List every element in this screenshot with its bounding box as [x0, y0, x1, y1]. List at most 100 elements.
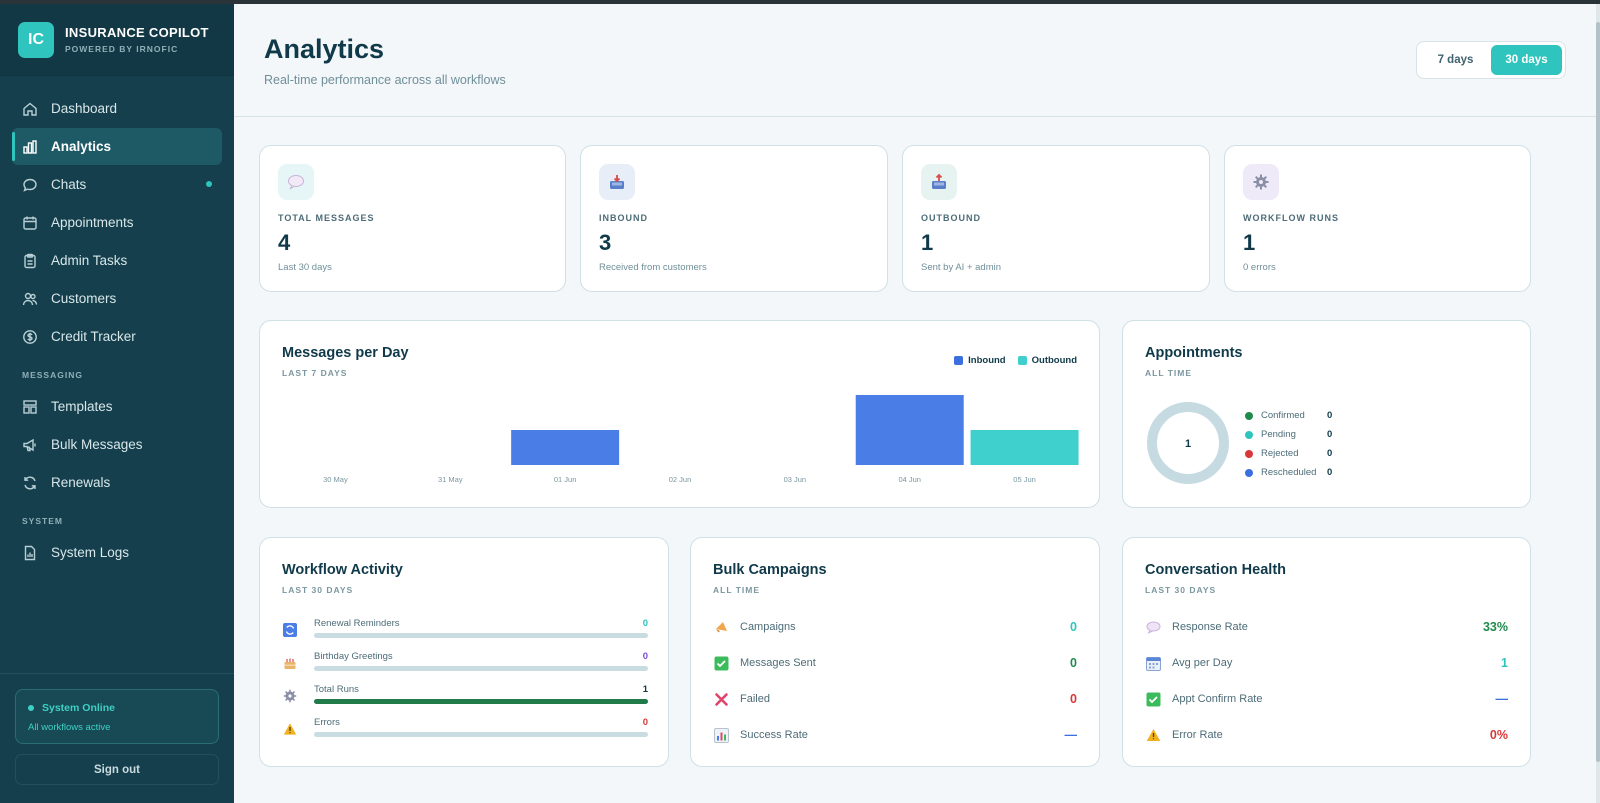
health-label: Response Rate: [1172, 621, 1248, 633]
sidebar-item-label: System Logs: [51, 545, 130, 560]
status-dot: [1245, 430, 1253, 439]
range-7-days-button[interactable]: 7 days: [1437, 54, 1474, 66]
gear-icon: [1243, 164, 1279, 200]
chart-legend: Inbound Outbound: [942, 355, 1077, 366]
stat-value: 1: [1243, 230, 1256, 255]
appt-value: 0: [1327, 467, 1333, 478]
stat-subtitle: 0 errors: [1243, 262, 1276, 273]
bulk-value: 0: [1070, 656, 1077, 670]
messages-per-day-card: Messages per Day LAST 7 DAYS Inbound Out…: [259, 320, 1100, 508]
main-content: Analytics Real-time performance across a…: [234, 4, 1596, 803]
sidebar-item-customers[interactable]: Customers: [12, 280, 222, 317]
workflow-row-errors: Errors 0: [282, 717, 648, 747]
appt-label: Rescheduled: [1261, 467, 1317, 478]
sidebar-item-label: Analytics: [51, 139, 112, 154]
bulk-row-failed: Failed 0: [713, 689, 1077, 709]
bulk-value: —: [1064, 728, 1078, 742]
cake-icon: [282, 655, 298, 671]
sidebar-item-credit-tracker[interactable]: Credit Tracker: [12, 318, 222, 355]
brand-logo: IC: [18, 21, 54, 58]
chat-icon: [21, 176, 39, 194]
x-tick-label: 01 Jun: [554, 475, 577, 484]
bar-chart-icon: [21, 138, 39, 156]
health-row-error-rate: Error Rate 0%: [1145, 725, 1508, 745]
sidebar-item-appointments[interactable]: Appointments: [12, 204, 222, 241]
workflow-label: Errors: [314, 717, 340, 728]
progress-track: [314, 699, 648, 704]
megaphone-icon: [713, 619, 729, 635]
workflow-value: 0: [642, 651, 648, 662]
bulk-label: Success Rate: [740, 729, 808, 741]
sidebar-item-analytics[interactable]: Analytics: [12, 128, 222, 165]
bulk-row-success-rate: Success Rate —: [713, 725, 1077, 745]
sidebar-item-renewals[interactable]: Renewals: [12, 464, 222, 501]
workflow-label: Renewal Reminders: [314, 618, 400, 629]
appt-value: 0: [1327, 429, 1333, 440]
stat-label: OUTBOUND: [921, 213, 981, 223]
x-tick-label: 04 Jun: [898, 475, 921, 484]
appt-value: 0: [1327, 448, 1333, 459]
bar-outbound-6: [970, 430, 1079, 465]
scrollbar-thumb[interactable]: [1596, 22, 1600, 762]
stat-label: INBOUND: [599, 213, 648, 223]
card-subtitle: ALL TIME: [1145, 368, 1193, 378]
card-title: Bulk Campaigns: [713, 562, 827, 578]
sidebar-item-admin-tasks[interactable]: Admin Tasks: [12, 242, 222, 279]
brand-subtitle: POWERED BY IRNOFIC: [65, 44, 179, 54]
workflow-label: Birthday Greetings: [314, 651, 393, 662]
bulk-label: Failed: [740, 693, 770, 705]
page-scrollbar[interactable]: [1596, 4, 1600, 803]
check-icon: [713, 655, 729, 671]
brand: IC INSURANCE COPILOT POWERED BY IRNOFIC: [0, 4, 234, 76]
page-title: Analytics: [264, 34, 385, 64]
workflow-row-renewal-reminders: Renewal Reminders 0: [282, 618, 648, 648]
sidebar-item-bulk-messages[interactable]: Bulk Messages: [12, 426, 222, 463]
warning-icon: [282, 721, 298, 737]
x-tick-label: 03 Jun: [784, 475, 807, 484]
workflow-value: 1: [642, 684, 648, 695]
conversation-health-card: Conversation Health LAST 30 DAYS Respons…: [1122, 537, 1531, 767]
speech-bubble-icon: [278, 164, 314, 200]
stat-value: 3: [599, 230, 612, 255]
workflow-label: Total Runs: [314, 684, 359, 695]
sidebar-footer: System Online All workflows active Sign …: [0, 673, 234, 803]
sidebar-item-label: Customers: [51, 291, 117, 306]
legend-item-outbound: Outbound: [1017, 355, 1077, 366]
calendar-icon: [21, 214, 39, 232]
health-value: 1: [1501, 656, 1508, 670]
status-dot: [1245, 468, 1253, 477]
x-tick-label: 05 Jun: [1013, 475, 1036, 484]
bulk-row-campaigns: Campaigns 0: [713, 617, 1077, 637]
appt-label: Rejected: [1261, 448, 1299, 459]
bulk-value: 0: [1070, 692, 1077, 706]
template-icon: [21, 398, 39, 416]
stat-card-inbound: INBOUND 3 Received from customers: [580, 145, 888, 292]
system-status: System Online All workflows active: [15, 689, 219, 744]
sidebar-item-dashboard[interactable]: Dashboard: [12, 90, 222, 127]
date-range-toggle: 7 days 30 days: [1416, 41, 1566, 79]
unread-dot: [206, 181, 212, 187]
legend-label: Outbound: [1031, 355, 1077, 366]
health-row-response-rate: Response Rate 33%: [1145, 617, 1508, 637]
refresh-icon: [282, 622, 298, 638]
appt-row-rejected: Rejected 0: [1245, 444, 1332, 463]
nav-section-messaging: MESSAGING: [22, 370, 83, 380]
sidebar-item-templates[interactable]: Templates: [12, 388, 222, 425]
refresh-icon: [21, 474, 39, 492]
stat-subtitle: Received from customers: [599, 262, 707, 273]
page-subtitle: Real-time performance across all workflo…: [264, 73, 506, 87]
sidebar-item-system-logs[interactable]: System Logs: [12, 534, 222, 571]
sidebar-item-chats[interactable]: Chats: [12, 166, 222, 203]
health-value: 0%: [1489, 728, 1508, 742]
log-icon: [21, 544, 39, 562]
messages-bar-chart: 30 May 31 May 01 Jun 02 Jun 03 Jun 04 Jun 05 J…: [323, 395, 1079, 484]
range-30-days-button[interactable]: 30 days: [1491, 45, 1562, 75]
clipboard-icon: [21, 252, 39, 270]
health-value: 33%: [1482, 620, 1508, 634]
sign-out-button[interactable]: Sign out: [15, 754, 219, 785]
card-title: Conversation Health: [1145, 562, 1286, 578]
legend-label: Inbound: [968, 355, 1006, 366]
card-subtitle: ALL TIME: [713, 585, 761, 595]
bulk-label: Messages Sent: [740, 657, 816, 669]
health-label: Appt Confirm Rate: [1172, 693, 1263, 705]
